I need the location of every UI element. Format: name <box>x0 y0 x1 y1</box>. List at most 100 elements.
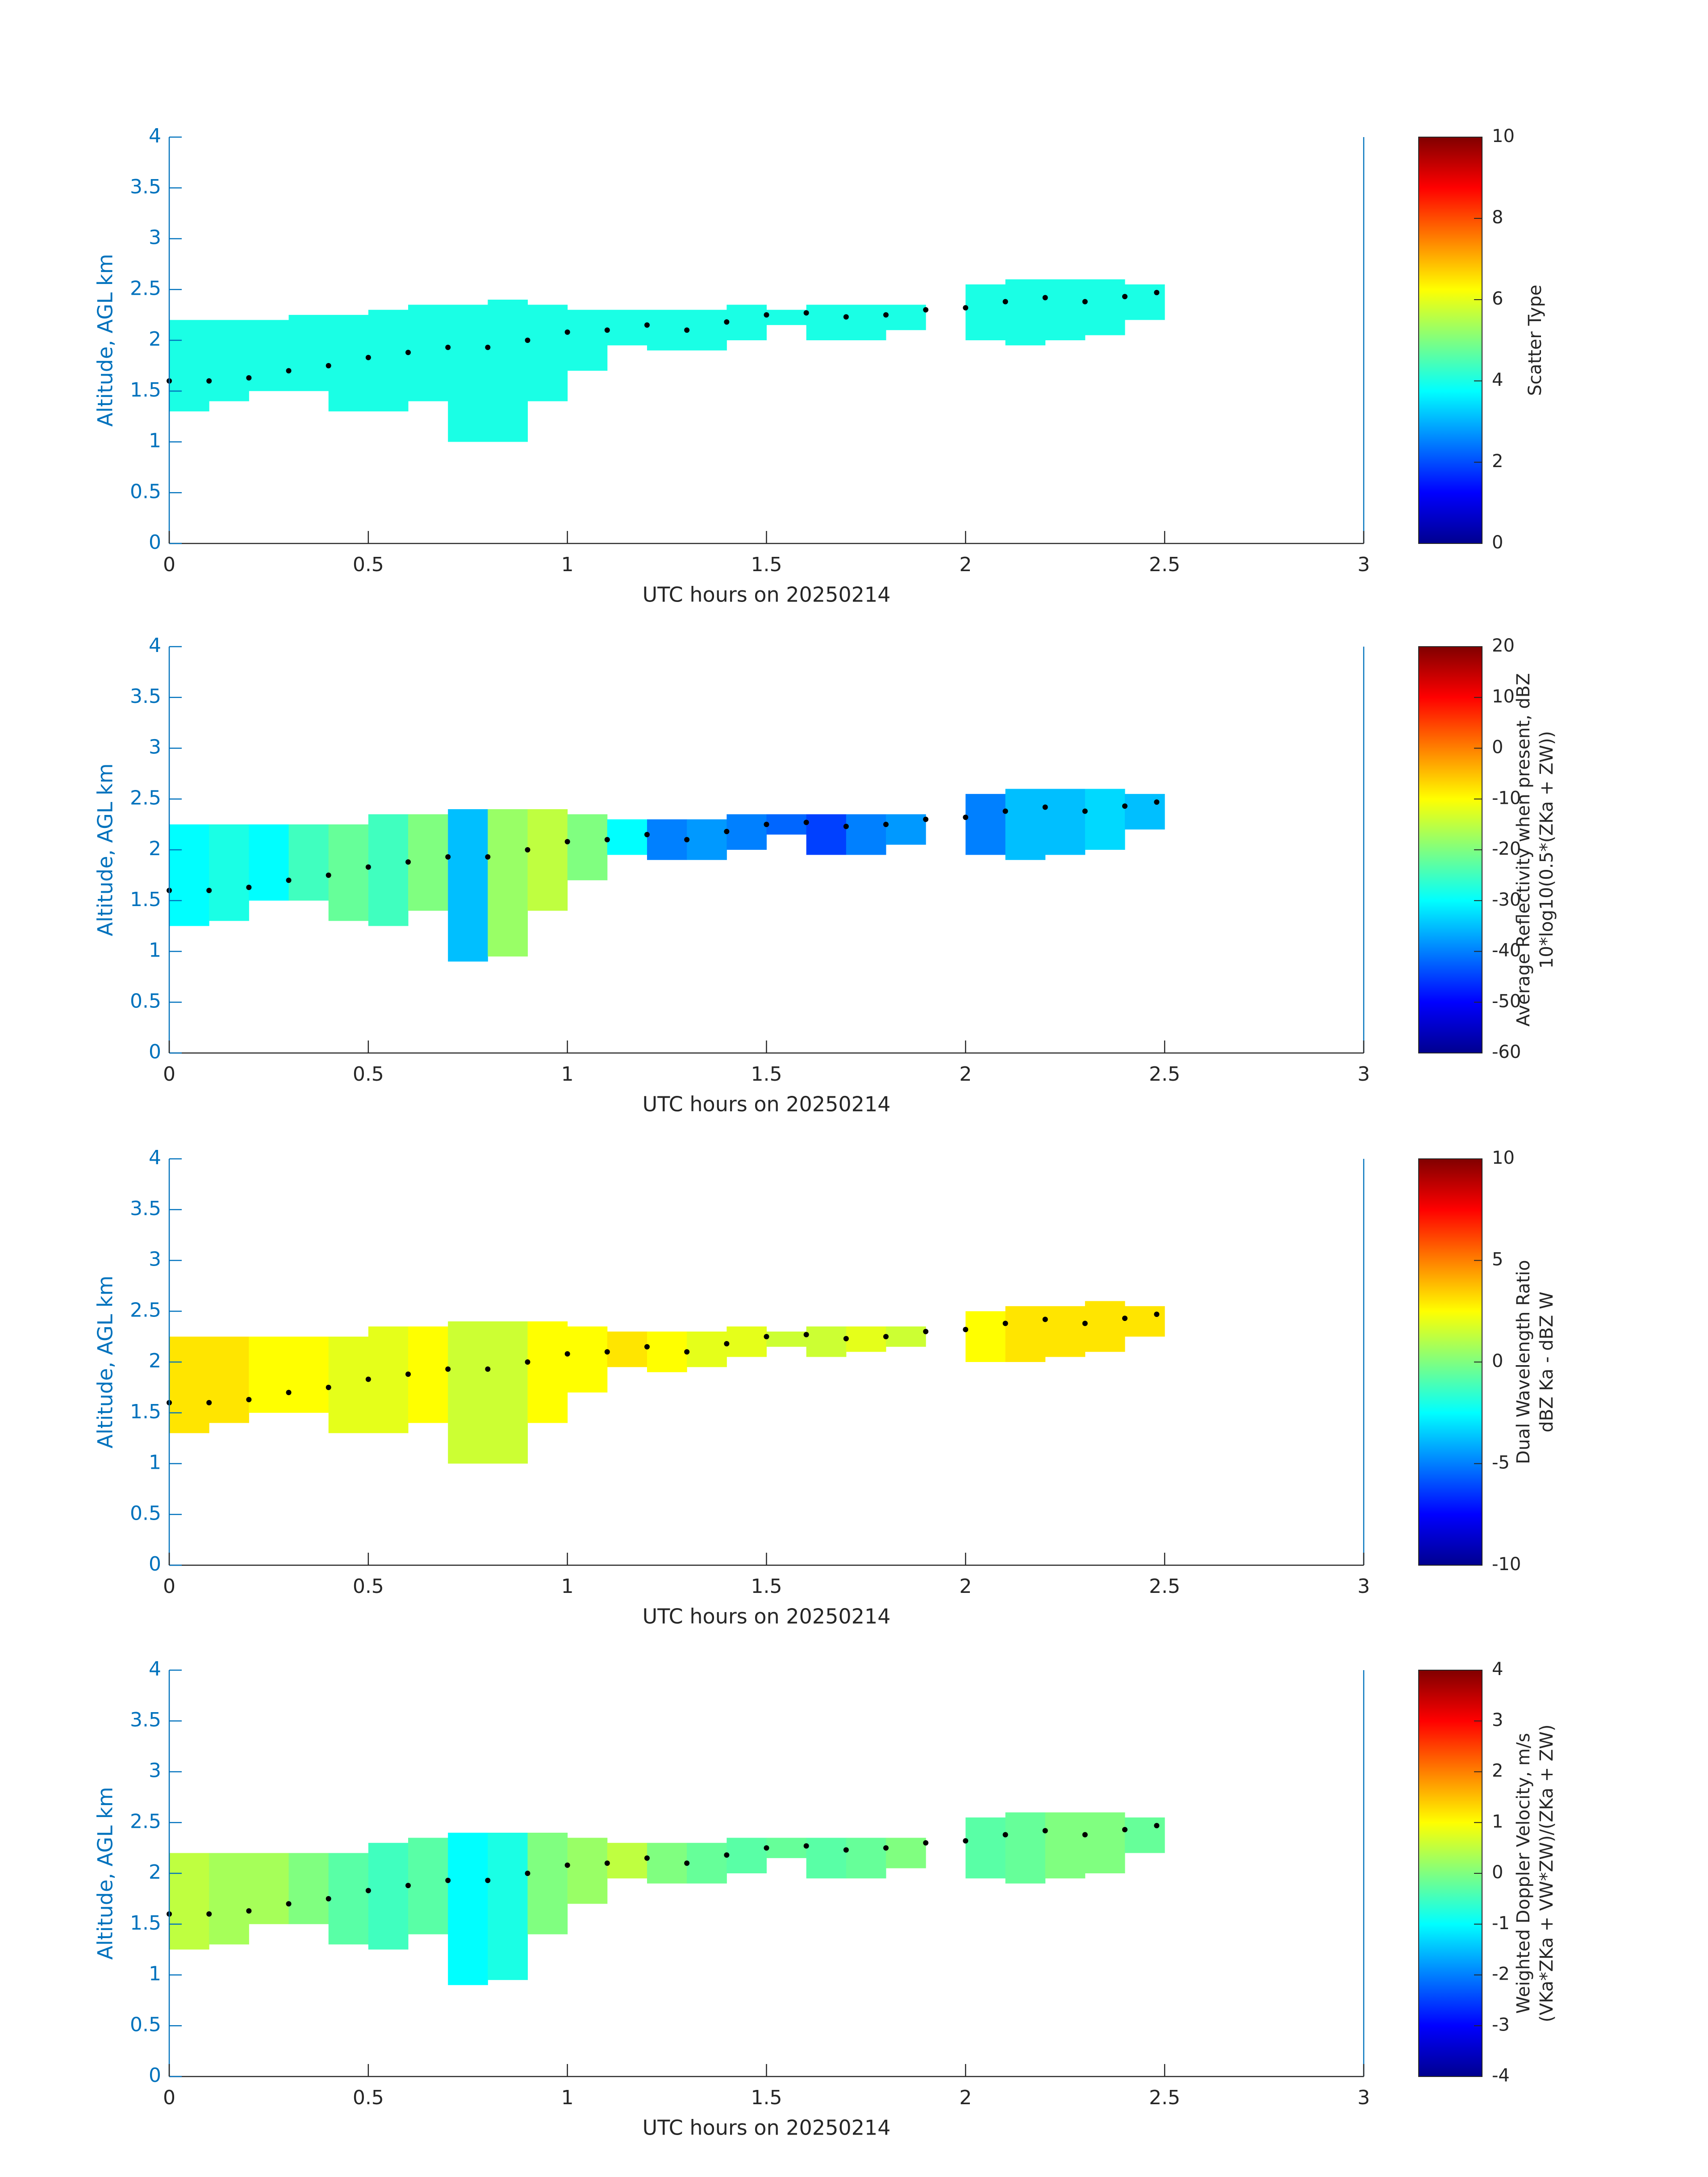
y-tick-label: 2.5 <box>130 1299 161 1321</box>
dot <box>684 1860 690 1866</box>
colorbar <box>1418 137 1482 544</box>
dot <box>644 832 650 837</box>
dot <box>485 854 491 860</box>
colorbar-tick-label: -30 <box>1492 890 1521 910</box>
cell <box>647 1331 687 1372</box>
dot <box>365 1376 371 1382</box>
y-tick-label: 0.5 <box>130 1502 161 1525</box>
y-tick-label: 1 <box>149 1963 161 1985</box>
dot <box>525 1871 530 1876</box>
colorbar-tick-label: 0 <box>1492 1351 1503 1371</box>
dot <box>803 1332 809 1337</box>
dot <box>405 1371 411 1377</box>
dot <box>1002 1320 1008 1326</box>
dot <box>883 1845 889 1851</box>
cell <box>448 1833 488 1985</box>
dot <box>246 375 252 381</box>
cell <box>169 1853 209 1950</box>
colorbar-tick-label: 0 <box>1492 532 1503 553</box>
cell <box>766 1838 807 1858</box>
cell <box>766 1331 807 1347</box>
dot <box>1082 299 1088 305</box>
colorbar-tick-label: -50 <box>1492 991 1521 1011</box>
x-tick-label: 2.5 <box>1149 1063 1180 1086</box>
cell <box>1125 284 1165 320</box>
x-tick-label: 1.5 <box>751 1575 782 1598</box>
cell <box>1005 1306 1046 1362</box>
cell <box>846 814 886 855</box>
panel: 0 0.5 1 1.5 2 2.5 3 3.5 4 0 0.5 1 1.5 2 2.5 3 UTC hours … <box>93 1658 1558 2140</box>
x-tick-label: 1.5 <box>751 553 782 576</box>
dot <box>764 1334 769 1340</box>
cell <box>488 300 528 442</box>
y-tick-label: 2 <box>149 1350 161 1372</box>
cell <box>288 1337 329 1413</box>
dot <box>963 1838 969 1844</box>
cell <box>647 819 687 860</box>
cell <box>687 819 727 860</box>
dot <box>963 815 969 820</box>
cell <box>846 1838 886 1879</box>
x-tick-label: 0 <box>163 553 175 576</box>
dot <box>1154 1312 1160 1317</box>
dot <box>1042 1316 1048 1322</box>
y-tick-label: 4 <box>149 1146 161 1169</box>
x-axis-label: UTC hours on 20250214 <box>643 583 891 607</box>
colorbar-label: (VKa*ZKa + VW*ZW)/(ZKa + ZW) <box>1537 1725 1557 2022</box>
dot <box>485 344 491 350</box>
y-tick-label: 3 <box>149 1248 161 1271</box>
y-tick-label: 2.5 <box>130 1810 161 1833</box>
dot <box>206 1400 212 1405</box>
colorbar-tick-label: -4 <box>1492 2065 1510 2086</box>
dot <box>405 1883 411 1889</box>
cell <box>886 305 926 330</box>
cell <box>647 1843 687 1884</box>
y-tick-label: 0.5 <box>130 480 161 503</box>
dot <box>843 1847 849 1853</box>
dot <box>445 1366 451 1372</box>
cell <box>169 320 209 412</box>
x-axis-label: UTC hours on 20250214 <box>643 1605 891 1629</box>
cell <box>727 1838 767 1873</box>
cell <box>368 1326 409 1433</box>
y-axis-label: Altitude, AGL km <box>93 254 117 426</box>
x-tick-label: 1 <box>561 1575 574 1598</box>
y-tick-label: 4 <box>149 634 161 657</box>
cell <box>766 814 807 835</box>
x-tick-label: 2 <box>959 2086 972 2109</box>
colorbar-tick-label: 4 <box>1492 370 1503 390</box>
y-tick-label: 0 <box>149 1553 161 1575</box>
colorbar-label: Weighted Doppler Velocity, m/s <box>1513 1733 1534 2014</box>
colorbar-tick-label: -10 <box>1492 788 1521 808</box>
dot <box>843 1336 849 1341</box>
cell <box>1125 1306 1165 1337</box>
cell <box>1085 789 1125 850</box>
dot <box>883 1334 889 1340</box>
colorbar-tick-label: 4 <box>1492 1659 1503 1680</box>
cell <box>846 305 886 340</box>
cell <box>1085 279 1125 335</box>
dot <box>644 1344 650 1350</box>
cell <box>687 1331 727 1367</box>
cell <box>209 1853 249 1945</box>
dot <box>286 1901 292 1907</box>
cell <box>328 1337 369 1433</box>
colorbar-tick-label: 8 <box>1492 207 1503 228</box>
dot <box>445 344 451 350</box>
y-tick-label: 2 <box>149 1861 161 1884</box>
y-tick-label: 3.5 <box>130 685 161 708</box>
dot <box>1002 299 1008 305</box>
dot <box>405 859 411 865</box>
cell <box>328 824 369 921</box>
cell <box>965 794 1006 855</box>
cell <box>886 1326 926 1347</box>
dot <box>604 837 610 843</box>
cell <box>1085 1812 1125 1873</box>
cell <box>727 814 767 850</box>
cell <box>1005 1812 1046 1884</box>
dot <box>1082 1320 1088 1326</box>
cell <box>567 1326 608 1393</box>
dot <box>963 1327 969 1333</box>
cell <box>727 305 767 340</box>
